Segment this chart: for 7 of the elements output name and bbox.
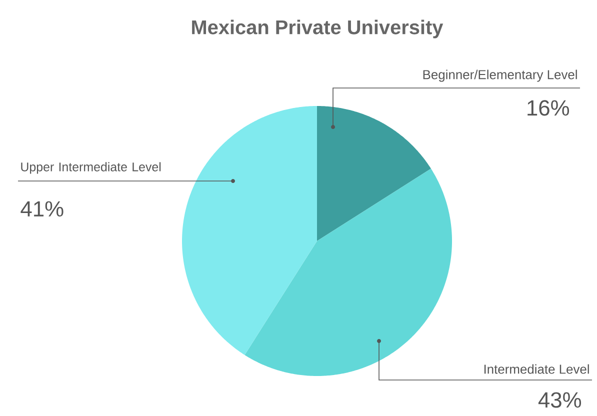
slice-label: Beginner/Elementary Level [423, 70, 577, 82]
chart-title: Mexican Private University [192, 20, 444, 38]
data-label: 41% [20, 201, 64, 217]
data-label: 43% [538, 392, 582, 408]
slice-label: Intermediate Level [484, 364, 589, 374]
data-label: 16% [528, 100, 570, 116]
slice-label: Upper Intermediate Level [21, 162, 161, 174]
